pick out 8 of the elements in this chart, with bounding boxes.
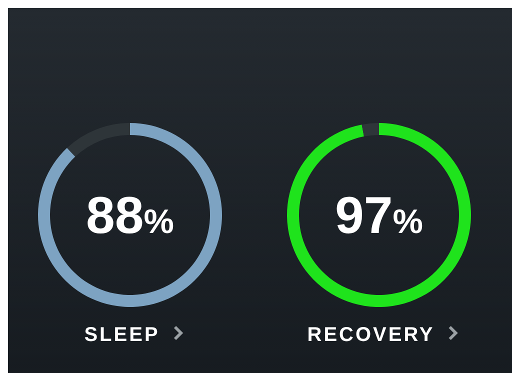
data-label: 88%	[86, 187, 174, 245]
donut-slice	[67, 123, 130, 157]
donut-slice	[362, 123, 379, 136]
donut-slice	[38, 123, 222, 307]
text: RECOVERY	[307, 324, 435, 346]
data-label: 97%	[334, 187, 424, 245]
text: SLEEP	[84, 324, 160, 346]
donut-slice	[287, 123, 471, 307]
